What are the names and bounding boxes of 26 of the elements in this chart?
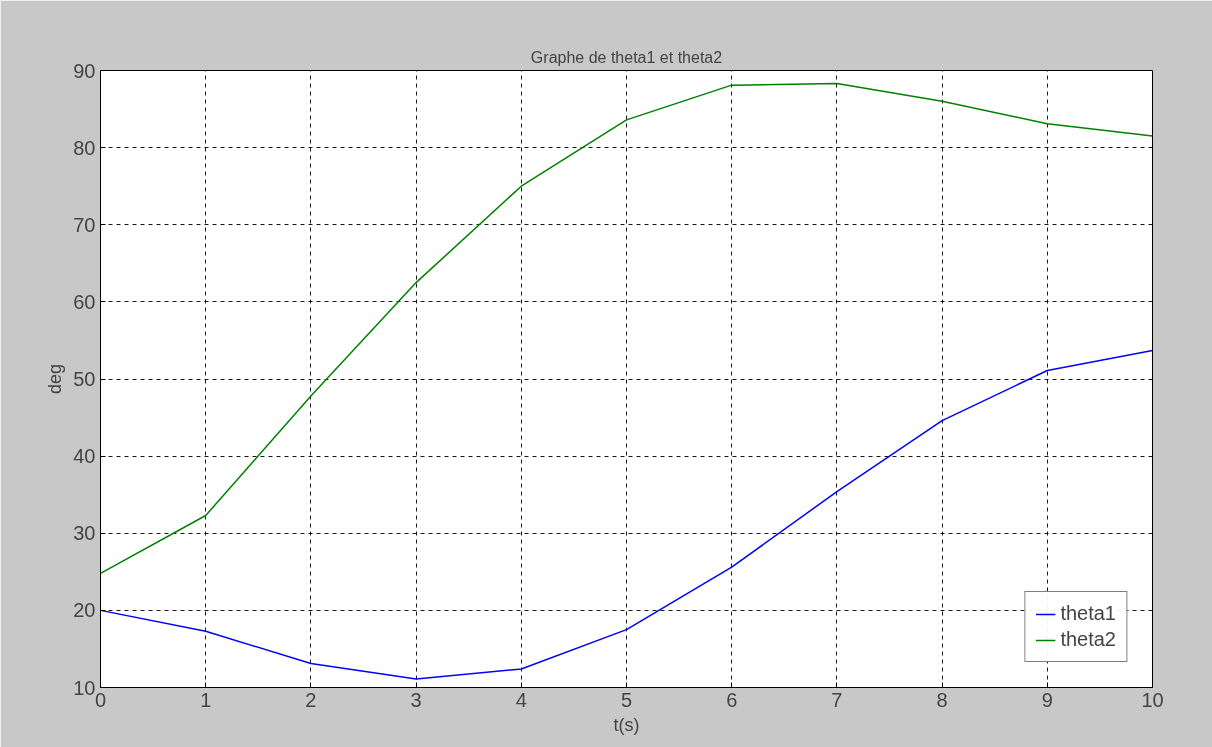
y-tick-label: 50 (73, 368, 96, 390)
y-tick-label: 30 (73, 522, 96, 545)
y-axis-title: deg (45, 363, 66, 395)
chart-title: Graphe de theta1 et theta2 (530, 48, 723, 66)
y-tick-label: 60 (73, 290, 96, 313)
legend-label: theta1 (1060, 602, 1116, 625)
x-axis-title: t(s) (613, 714, 640, 735)
legend-label: theta2 (1060, 628, 1116, 651)
x-tick-label: 6 (726, 688, 738, 711)
x-tick-label: 4 (515, 688, 527, 711)
y-tick-label: 90 (73, 59, 96, 82)
x-tick-label: 7 (831, 688, 843, 711)
y-tick-label: 80 (73, 136, 96, 159)
x-tick-label: 2 (305, 688, 317, 711)
x-tick-label: 0 (94, 688, 107, 711)
line-series (100, 82, 1153, 575)
y-tick-label: 40 (73, 445, 96, 468)
x-tick-label: 8 (936, 688, 948, 711)
x-tick-label: 5 (620, 688, 633, 711)
x-tick-label: 9 (1041, 688, 1053, 711)
y-tick-label: 70 (73, 213, 96, 236)
x-tick-label: 3 (410, 688, 422, 711)
x-tick-label: 1 (200, 688, 212, 711)
y-tick-label: 20 (73, 599, 96, 622)
line-series (100, 349, 1153, 680)
x-tick-label: 10 (1141, 688, 1164, 711)
